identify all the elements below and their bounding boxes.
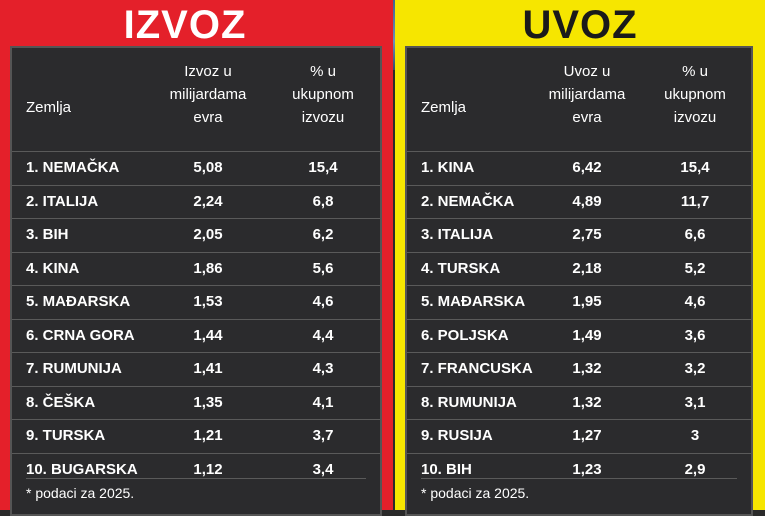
table-row: 5. MAĐARSKA 1,95 4,6 [407,285,751,319]
country-cell: 9. TURSKA [26,427,106,444]
table-row: 6. CRNA GORA 1,44 4,4 [12,318,380,353]
table-row: 10. BIH 1,23 2,9 [407,452,751,487]
table-row: 6. POLJSKA 1,49 3,6 [407,318,751,353]
percent-cell: 4,4 [312,326,334,344]
value-cell: 2,75 [572,226,602,243]
country-cell: 3. BIH [26,226,69,243]
percent-cell: 3 [690,427,700,444]
table-row: 1. KINA 6,42 15,4 [407,151,751,185]
country-cell: 6. CRNA GORA [26,326,135,344]
country-cell: 10. BIH [421,460,472,478]
table-row: 2. NEMAČKA 4,89 11,7 [407,184,751,219]
country-cell: 2. NEMAČKA [421,192,515,210]
table-row: 2. ITALIJA 2,24 6,8 [12,184,380,219]
table-row: 7. FRANCUSKA 1,32 3,2 [407,352,751,386]
table-row: 3. BIH 2,05 6,2 [12,218,380,252]
value-cell: 2,18 [572,259,602,277]
value-cell: 1,21 [193,427,223,444]
uvoz-title: UVOZ [522,3,638,47]
country-cell: 10. BUGARSKA [26,460,138,478]
percent-cell: 15,4 [680,159,710,176]
percent-cell: 6,2 [312,226,334,243]
column-header-percent: % u ukupnom izvozu [292,63,354,126]
country-cell: 4. KINA [26,259,80,277]
value-cell: 4,89 [572,192,602,210]
country-cell: 2. ITALIJA [26,192,99,210]
percent-cell: 3,1 [684,393,706,411]
uvoz-table-body: 1. KINA 6,42 15,4 2. NEMAČKA 4,89 11,7 3. ITAL… [407,151,751,486]
country-cell: 4. TURSKA [421,259,501,277]
percent-cell: 4,6 [684,293,706,310]
percent-cell: 3,4 [312,460,334,478]
table-row: 4. TURSKA 2,18 5,2 [407,251,751,286]
percent-cell: 6,6 [684,226,706,243]
izvoz-table-body: 1. NEMAČKA 5,08 15,4 2. ITALIJA 2,24 6,8 3. BI… [12,151,380,486]
value-cell: 1,95 [572,293,602,310]
table-row: 10. BUGARSKA 1,12 3,4 [12,452,380,487]
table-row: 1. NEMAČKA 5,08 15,4 [12,151,380,185]
country-cell: 1. NEMAČKA [26,159,120,176]
column-header-value: Uvoz u milijardama evra [548,63,626,126]
table-row: 9. RUSIJA 1,27 3 [407,419,751,453]
value-cell: 1,32 [572,360,602,377]
value-cell: 1,86 [193,259,223,277]
table-row: 8. RUMUNIJA 1,32 3,1 [407,385,751,420]
table-row: 3. ITALIJA 2,75 6,6 [407,218,751,252]
country-cell: 5. MAĐARSKA [26,293,131,310]
izvoz-title: IZVOZ [123,3,247,47]
percent-cell: 6,8 [312,192,334,210]
country-cell: 1. KINA [421,159,475,176]
value-cell: 2,05 [193,226,223,243]
column-header-zemlja: Zemlja [26,99,72,116]
value-cell: 1,12 [193,460,223,478]
uvoz-panel: UVOZ Zemlja Uvoz u milijardama evra % u … [395,0,765,516]
country-cell: 6. POLJSKA [421,326,509,344]
value-cell: 1,53 [193,293,223,310]
percent-cell: 5,2 [684,259,706,277]
izvoz-table-header: Zemlja Izvoz u milijardama evra % u ukup… [12,60,380,156]
value-cell: 5,08 [193,159,223,176]
country-cell: 9. RUSIJA [421,427,493,444]
country-cell: 7. RUMUNIJA [26,360,122,377]
percent-cell: 3,7 [312,427,334,444]
value-cell: 1,44 [193,326,223,344]
value-cell: 1,32 [572,393,602,411]
value-cell: 2,24 [193,192,223,210]
value-cell: 1,35 [193,393,223,411]
percent-cell: 11,7 [680,192,710,210]
percent-cell: 4,3 [312,360,334,377]
value-cell: 1,49 [572,326,602,344]
value-cell: 6,42 [572,159,602,176]
table-row: 9. TURSKA 1,21 3,7 [12,419,380,453]
table-row: 4. KINA 1,86 5,6 [12,251,380,286]
value-cell: 1,41 [193,360,223,377]
percent-cell: 2,9 [684,460,706,478]
percent-cell: 3,6 [684,326,706,344]
column-header-percent: % u ukupnom izvozu [664,63,726,126]
country-cell: 3. ITALIJA [421,226,494,243]
percent-cell: 3,2 [684,360,706,377]
uvoz-footnote: * podaci za 2025. [421,478,737,501]
uvoz-table-header: Zemlja Uvoz u milijardama evra % u ukupn… [407,60,751,156]
column-header-zemlja: Zemlja [421,99,467,116]
country-cell: 8. RUMUNIJA [421,393,517,411]
table-row: 5. MAĐARSKA 1,53 4,6 [12,285,380,319]
country-cell: 5. MAĐARSKA [421,293,526,310]
izvoz-table: Zemlja Izvoz u milijardama evra % u ukup… [10,46,382,516]
value-cell: 1,23 [572,460,602,478]
percent-cell: 4,1 [312,393,334,411]
izvoz-footnote: * podaci za 2025. [26,478,366,501]
country-cell: 8. ČEŠKA [26,393,96,411]
izvoz-panel: IZVOZ Zemlja Izvoz u milijardama evra % … [0,0,393,516]
column-header-value: Izvoz u milijardama evra [169,63,247,126]
uvoz-table: Zemlja Uvoz u milijardama evra % u ukupn… [405,46,753,516]
table-row: 8. ČEŠKA 1,35 4,1 [12,385,380,420]
country-cell: 7. FRANCUSKA [421,360,533,377]
value-cell: 1,27 [572,427,602,444]
percent-cell: 4,6 [312,293,334,310]
percent-cell: 15,4 [308,159,338,176]
percent-cell: 5,6 [312,259,334,277]
table-row: 7. RUMUNIJA 1,41 4,3 [12,352,380,386]
